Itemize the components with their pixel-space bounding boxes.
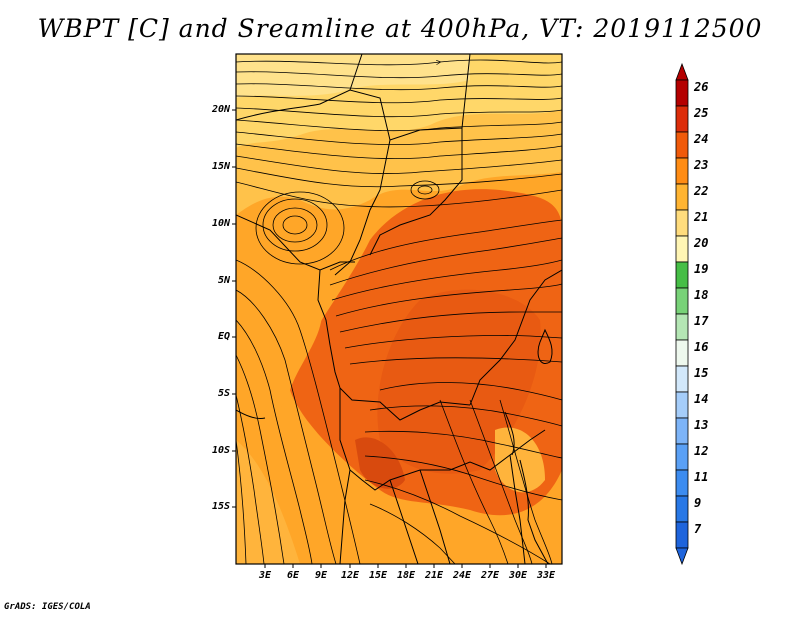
y-label-5s: 5S: [217, 388, 230, 399]
colorbar-label-23: 23: [694, 158, 709, 172]
y-label-15n: 15N: [211, 161, 230, 172]
colorbar-segment: [675, 443, 689, 471]
country-borders: [236, 54, 562, 564]
colorbar-segment: [675, 235, 689, 263]
x-label-3e: 3E: [258, 570, 272, 581]
x-label-21e: 21E: [424, 570, 444, 581]
x-label-12e: 12E: [340, 570, 360, 581]
colorbar-label-14: 14: [694, 392, 709, 406]
colorbar-label-17: 17: [694, 314, 709, 328]
colorbar-segment: [675, 105, 689, 133]
colorbar-label-22: 22: [694, 184, 709, 198]
streamlines: [236, 59, 562, 564]
colorbar-label-21: 21: [694, 210, 709, 224]
y-label-10s: 10S: [211, 445, 230, 456]
colorbar-segment: [675, 391, 689, 419]
colorbar-segment: [675, 365, 689, 393]
colorbar-label-24: 24: [694, 132, 709, 146]
colorbar-label-9: 9: [694, 496, 702, 510]
colorbar-label-16: 16: [694, 340, 709, 354]
x-label-27e: 27E: [480, 570, 500, 581]
colorbar-label-26: 26: [694, 80, 709, 94]
colorbar-label-19: 19: [694, 262, 709, 276]
x-label-18e: 18E: [396, 570, 416, 581]
colorbar: [675, 62, 689, 566]
x-label-15e: 15E: [368, 570, 388, 581]
colorbar-segment: [675, 261, 689, 289]
colorbar-segment: [675, 209, 689, 237]
x-axis-ticks: [264, 564, 547, 568]
colorbar-segment: [675, 313, 689, 341]
colorbar-segment: [675, 417, 689, 445]
x-label-33e: 33E: [536, 570, 556, 581]
colorbar-label-11: 11: [694, 470, 709, 484]
y-label-15s: 15S: [211, 501, 230, 512]
x-label-24e: 24E: [452, 570, 472, 581]
x-label-9e: 9E: [314, 570, 328, 581]
x-label-6e: 6E: [286, 570, 300, 581]
x-label-30e: 30E: [508, 570, 528, 581]
colorbar-top-arrow: [675, 62, 689, 81]
colorbar-segment: [675, 183, 689, 211]
map-frame: [235, 53, 563, 565]
colorbar-label-25: 25: [694, 106, 709, 120]
colorbar-label-15: 15: [694, 366, 709, 380]
colorbar-segment: [675, 339, 689, 367]
colorbar-segment: [675, 157, 689, 185]
colorbar-label-13: 13: [694, 418, 709, 432]
y-label-10n: 10N: [211, 218, 230, 229]
colorbar-bottom-arrow: [675, 547, 689, 566]
colorbar-segment: [675, 131, 689, 159]
colorbar-segment: [675, 287, 689, 315]
colorbar-segment: [675, 495, 689, 523]
colorbar-segment: [675, 469, 689, 497]
y-label-eq: EQ: [217, 331, 230, 342]
colorbar-label-12: 12: [694, 444, 709, 458]
colorbar-label-20: 20: [694, 236, 709, 250]
y-axis-ticks: [232, 109, 236, 508]
grads-credit: GrADS: IGES/COLA: [4, 602, 91, 612]
map-title: WBPT [C] and Sreamline at 400hPa, VT: 20…: [37, 14, 763, 43]
colorbar-label-18: 18: [694, 288, 709, 302]
colorbar-label-7: 7: [694, 522, 702, 536]
colorbar-segment: [675, 79, 689, 107]
colorbar-segment: [675, 521, 689, 549]
y-label-20n: 20N: [211, 104, 230, 115]
y-label-5n: 5N: [217, 275, 230, 286]
